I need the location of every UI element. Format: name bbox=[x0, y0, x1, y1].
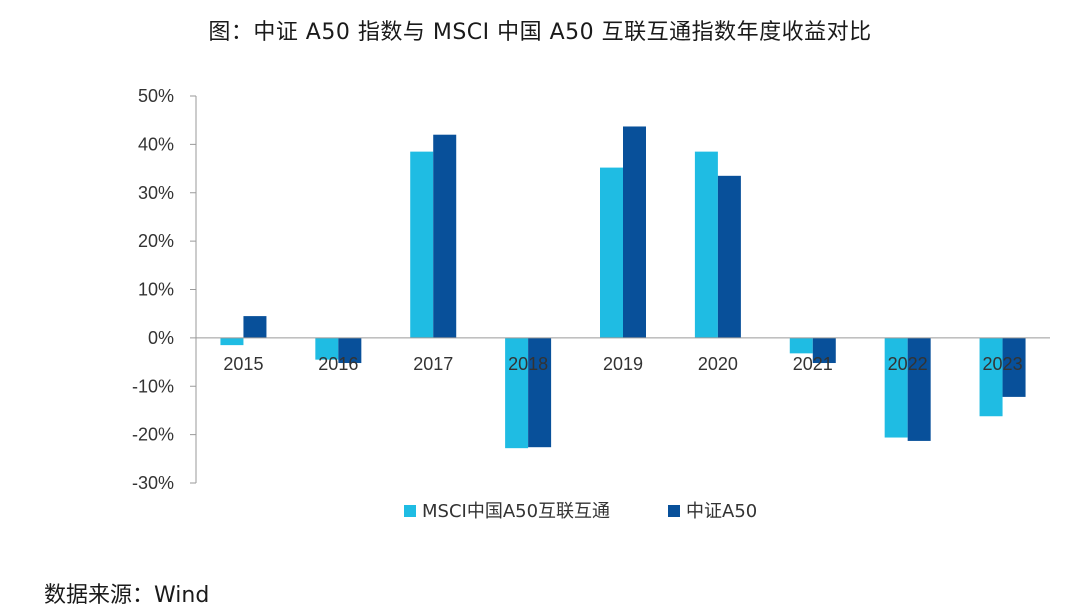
bar-2022-series-1 bbox=[884, 337, 908, 438]
x-axis-labels: 2015 2016 2017 2018 2019 2020 2021 2022 2023 bbox=[223, 354, 1022, 374]
chart-title: 图：中证 A50 指数与 MSCI 中国 A50 互联互通指数年度收益对比 bbox=[208, 20, 872, 45]
x-tick-label: 2021 bbox=[793, 354, 833, 374]
bar-2023-series-2 bbox=[1002, 337, 1026, 397]
y-tick-label: -30% bbox=[132, 473, 174, 493]
x-tick-label: 2018 bbox=[508, 354, 548, 374]
bar-2017-series-2 bbox=[433, 134, 457, 338]
x-tick-label: 2016 bbox=[318, 354, 358, 374]
y-tick-label: 10% bbox=[138, 280, 174, 300]
y-tick-label: 30% bbox=[138, 183, 174, 203]
bar-2018-series-1 bbox=[505, 337, 529, 449]
legend: MSCI中国A50互联互通 中证A50 bbox=[404, 501, 757, 522]
y-tick-label: -10% bbox=[132, 376, 174, 396]
x-tick-label: 2017 bbox=[413, 354, 453, 374]
bar-2016-series-1 bbox=[315, 337, 339, 360]
y-axis: 50% 40% 30% 20% 10% 0% -10% -20% -30% bbox=[132, 86, 197, 493]
bar-2023-series-1 bbox=[979, 337, 1003, 417]
y-tick-label: 0% bbox=[148, 328, 174, 348]
x-tick-label: 2022 bbox=[888, 354, 928, 374]
legend-swatch-1 bbox=[404, 505, 416, 517]
bar-2015-series-1 bbox=[220, 337, 244, 346]
y-tick-label: 50% bbox=[138, 86, 174, 106]
x-tick-label: 2019 bbox=[603, 354, 643, 374]
legend-label-2: 中证A50 bbox=[686, 501, 757, 522]
bar-2019-series-2 bbox=[623, 126, 646, 338]
legend-label-1: MSCI中国A50互联互通 bbox=[422, 501, 610, 522]
y-tick-label: 20% bbox=[138, 231, 174, 251]
bar-2017-series-1 bbox=[410, 151, 434, 338]
x-tick-label: 2015 bbox=[223, 354, 263, 374]
bar-2020-series-2 bbox=[717, 175, 741, 338]
bar-2020-series-1 bbox=[694, 151, 718, 338]
bar-2018-series-2 bbox=[528, 337, 552, 448]
bar-2022-series-2 bbox=[907, 337, 931, 441]
data-source-note: 数据来源：Wind bbox=[44, 583, 210, 608]
legend-swatch-2 bbox=[668, 505, 680, 517]
y-tick-label: -20% bbox=[132, 425, 174, 445]
bar-2021-series-1 bbox=[789, 337, 813, 354]
bar-2015-series-2 bbox=[243, 316, 267, 338]
bar-2021-series-2 bbox=[812, 337, 836, 364]
x-tick-label: 2023 bbox=[983, 354, 1023, 374]
x-tick-label: 2020 bbox=[698, 354, 738, 374]
bar-2016-series-2 bbox=[338, 337, 362, 364]
bars bbox=[196, 126, 1050, 449]
y-tick-label: 40% bbox=[138, 134, 174, 154]
bar-2019-series-1 bbox=[600, 167, 623, 338]
